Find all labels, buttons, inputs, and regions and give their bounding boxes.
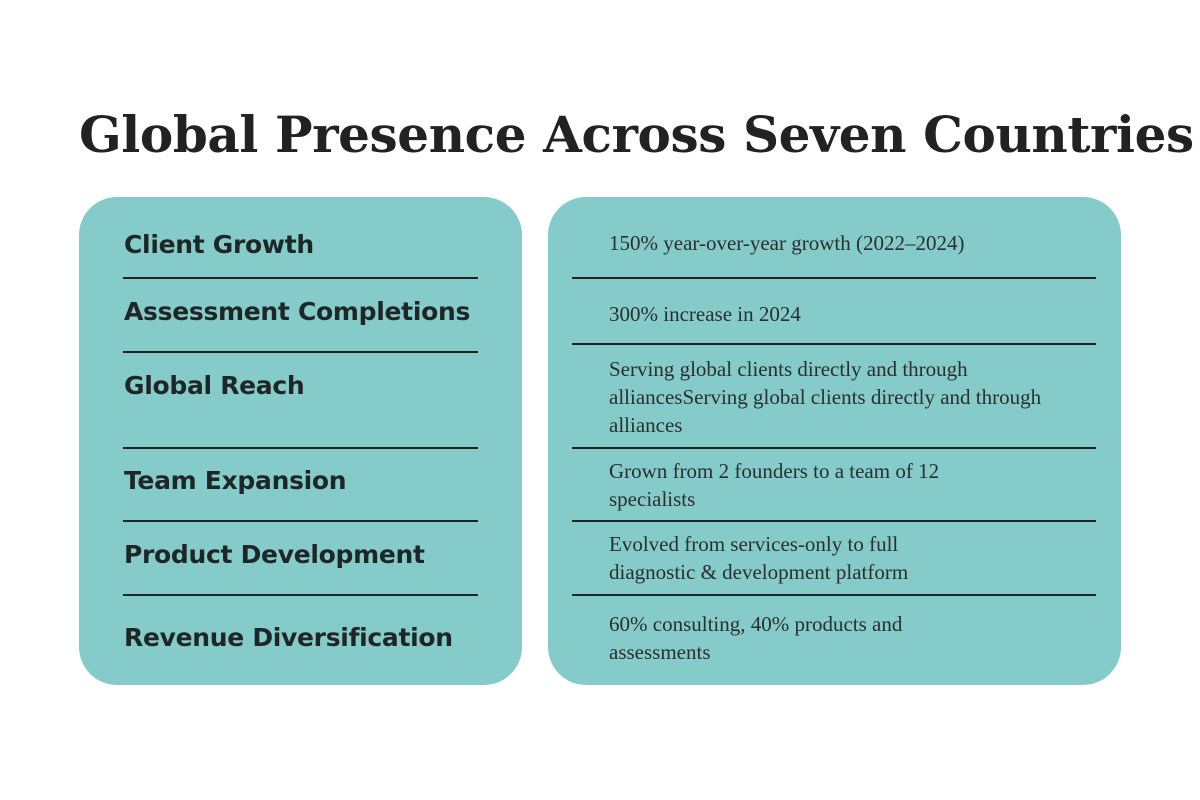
divider [572, 277, 1096, 279]
value-product-development: Evolved from services-only to full diagn… [609, 532, 909, 584]
label-product-development: Product Development [124, 540, 425, 569]
value-assessment-completions: 300% increase in 2024 [609, 302, 801, 326]
labels-panel [79, 197, 522, 685]
value-team-expansion: Grown from 2 founders to a team of 12 sp… [609, 459, 940, 511]
label-team-expansion: Team Expansion [124, 466, 347, 495]
value-revenue-diversification: 60% consulting, 40% products and assessm… [609, 612, 903, 664]
divider [123, 277, 478, 279]
label-revenue-diversification: Revenue Diversification [124, 623, 453, 652]
divider [572, 520, 1096, 522]
label-client-growth: Client Growth [124, 230, 314, 259]
divider [572, 343, 1096, 345]
page-title: Global Presence Across Seven Countries [79, 105, 1194, 164]
label-global-reach: Global Reach [124, 371, 305, 400]
divider [123, 351, 478, 353]
divider [572, 594, 1096, 596]
divider [123, 594, 478, 596]
divider [123, 447, 478, 449]
divider [572, 447, 1096, 449]
label-assessment-completions: Assessment Completions [124, 297, 471, 326]
value-client-growth: 150% year-over-year growth (2022–2024) [609, 231, 965, 255]
value-global-reach: Serving global clients directly and thro… [609, 357, 1042, 437]
divider [123, 520, 478, 522]
